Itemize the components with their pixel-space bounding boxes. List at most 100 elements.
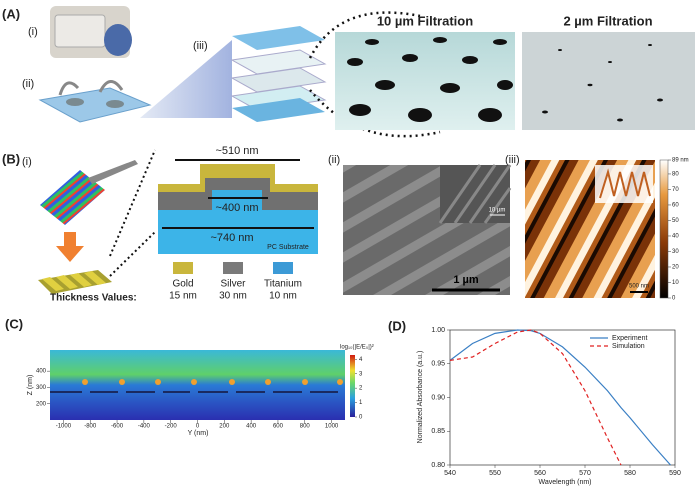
zoom-cone — [140, 40, 232, 118]
legend-name: Gold — [172, 279, 193, 290]
grating — [40, 170, 105, 225]
scale-label: 500 nm — [629, 284, 649, 290]
tweezers — [88, 160, 138, 184]
dimension: ~740 nm — [210, 232, 253, 244]
x-tick-label: 0 — [196, 424, 200, 430]
chip — [54, 14, 106, 48]
layer — [232, 26, 325, 50]
substrate — [158, 210, 318, 254]
scale-label: 1 µm — [453, 274, 479, 286]
chamber — [106, 100, 124, 108]
field-map — [50, 350, 345, 420]
x-tick-label: 560 — [534, 470, 546, 477]
pores — [542, 44, 663, 122]
grating-chip — [38, 270, 112, 294]
layer — [230, 49, 327, 75]
x-tick-label: 590 — [669, 470, 681, 477]
panel-label: (B) — [2, 151, 20, 166]
tick-label: 60 — [672, 203, 679, 209]
legend-name: Silver — [220, 279, 246, 290]
colorbar-tick: 0 — [359, 415, 363, 421]
tick-label: 70 — [672, 187, 679, 193]
pores — [347, 37, 513, 122]
y-tick-label: 400 — [36, 369, 47, 375]
tick-label: 30 — [672, 249, 679, 255]
y-axis-label: Z (nm) — [27, 375, 34, 396]
y-tick-label: 300 — [36, 385, 47, 391]
colorbar — [659, 159, 669, 299]
colorbar-label: log₁₀(|E/E₀|)² — [340, 345, 374, 351]
tubing — [58, 80, 124, 96]
legend-thickness: 15 nm — [169, 291, 197, 302]
tick-label: 40 — [672, 234, 679, 240]
tick-label: 0 — [672, 296, 676, 302]
x-axis-label: Y (nm) — [188, 430, 209, 437]
arrow — [308, 11, 441, 138]
x-tick-label: 540 — [444, 470, 456, 477]
trench — [212, 190, 262, 210]
sub-label: (ii) — [328, 154, 340, 166]
x-tick-label: -800 — [84, 424, 97, 430]
x-tick-label: 200 — [219, 424, 230, 430]
legend-label: Experiment — [612, 335, 647, 342]
x-tick-label: 570 — [579, 470, 591, 477]
y-tick-label: 0.90 — [431, 394, 445, 401]
dimension: ~510 nm — [215, 145, 258, 157]
panel-label: (A) — [2, 6, 20, 21]
x-tick-label: 600 — [273, 424, 284, 430]
tick-label: 89 nm — [672, 158, 689, 164]
sub-label: (i) — [28, 26, 38, 38]
colorbar-tick: 4 — [359, 357, 363, 363]
zoom-lines — [109, 149, 156, 277]
x-tick-label: -1000 — [56, 424, 72, 430]
tick-label: 10 — [672, 280, 679, 286]
y-tick-label: 1.00 — [431, 327, 445, 334]
legend-title: Thickness Values: — [50, 293, 137, 304]
dimension: ~400 nm — [215, 202, 258, 214]
y-tick-label: 0.95 — [431, 361, 445, 368]
legend-thickness: 30 nm — [219, 291, 247, 302]
colorbar-tick: 2 — [359, 386, 363, 392]
legend-swatch — [173, 262, 193, 274]
x-tick-label: 400 — [246, 424, 257, 430]
legend-thickness: 10 nm — [269, 291, 297, 302]
dimension-lines — [162, 159, 314, 229]
x-tick-label: 580 — [624, 470, 636, 477]
colorbar-tick: 3 — [359, 371, 363, 377]
x-axis-label: Wavelength (nm) — [538, 479, 591, 486]
filter-image — [522, 32, 695, 130]
tick-label: 20 — [672, 265, 679, 271]
substrate-label: PC Substrate — [267, 244, 309, 251]
colorbar-tick: 1 — [359, 400, 363, 406]
tick-label: 50 — [672, 218, 679, 224]
glove — [104, 24, 132, 56]
sub-label: (iii) — [193, 40, 208, 52]
x-tick-label: 800 — [300, 424, 311, 430]
y-tick-label: 0.85 — [431, 428, 445, 435]
legend-swatch — [223, 262, 243, 274]
arrow — [56, 232, 84, 262]
x-tick-label: -600 — [111, 424, 124, 430]
x-tick-label: 1000 — [325, 424, 339, 430]
sub-label: (iii) — [505, 154, 520, 166]
chamber — [66, 98, 84, 106]
legend-label: Simulation — [612, 343, 645, 350]
scale-label: 10 µm — [489, 208, 506, 214]
y-tick-label: 200 — [36, 401, 47, 407]
x-tick-label: -400 — [138, 424, 151, 430]
x-tick-label: -200 — [165, 424, 178, 430]
sub-label: (ii) — [22, 78, 34, 90]
sub-label: (i) — [22, 156, 32, 168]
tick-label: 80 — [672, 172, 679, 178]
colorbar — [350, 355, 355, 417]
layer — [230, 85, 327, 111]
image-title: 10 µm Filtration — [377, 13, 473, 28]
legend-swatch — [273, 262, 293, 274]
panel-label: (C) — [5, 316, 23, 331]
panel-label: (D) — [388, 318, 406, 333]
line — [449, 329, 671, 466]
legend-name: Titanium — [264, 279, 302, 290]
layer — [230, 67, 327, 93]
line — [449, 329, 622, 466]
